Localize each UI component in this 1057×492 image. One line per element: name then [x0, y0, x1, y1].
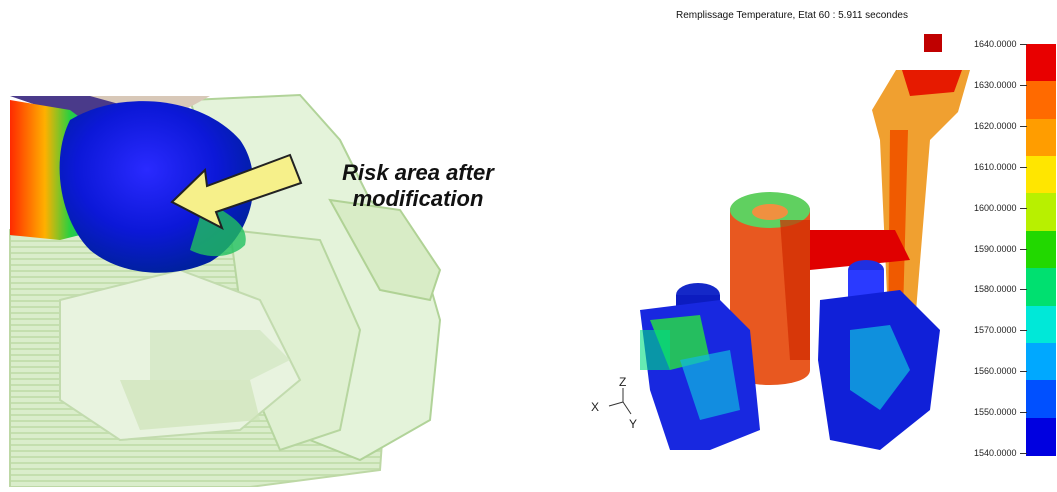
simulation-title: Remplissage Temperature, Etat 60 : 5.911…: [676, 10, 908, 21]
colorbar-segment: [1026, 230, 1056, 270]
colorbar-segment: [1026, 342, 1056, 382]
axis-triad: Z X Y: [591, 375, 637, 430]
risk-line-1: Risk area after: [342, 160, 494, 185]
sprue-cap: [924, 34, 942, 52]
colorbar-segment: [1026, 156, 1056, 195]
colorbar-segment: [1026, 380, 1056, 419]
colorbar-tick-mark: [1020, 330, 1027, 332]
colorbar-tick-label: 1630.0000: [974, 79, 1017, 90]
zoomed-casting-view: Risk area after modification: [9, 93, 518, 488]
zoomed-casting-render: [9, 93, 442, 488]
colorbar-tick-mark: [1020, 166, 1027, 168]
left-bracket-cyan: [680, 350, 740, 420]
colorbar-segment: [1026, 118, 1056, 158]
risk-annotation: Risk area after modification: [318, 160, 518, 212]
colorbar-tick-mark: [1020, 289, 1027, 291]
axis-y-label: Y: [629, 417, 637, 430]
colorbar-segment: [1026, 44, 1056, 83]
risk-line-2: modification: [352, 186, 484, 211]
cylinder-shade: [780, 220, 810, 360]
colorbar-tick-label: 1560.0000: [974, 366, 1017, 377]
colorbar-tick-mark: [1020, 207, 1027, 209]
colorbar-segment: [1026, 305, 1056, 344]
colorbar-tick-label: 1550.0000: [974, 407, 1017, 418]
sprue-top: [902, 70, 962, 96]
colorbar-tick-label: 1600.0000: [974, 202, 1017, 213]
colorbar-tick-label: 1610.0000: [974, 161, 1017, 172]
colorbar-segment: [1026, 268, 1056, 307]
colorbar-tick-mark: [1020, 84, 1027, 86]
left-bracket-edge: [640, 330, 670, 370]
colorbar-tick-label: 1580.0000: [974, 284, 1017, 295]
colorbar-segment: [1026, 193, 1056, 232]
colorbar-tick-mark: [1020, 371, 1027, 373]
arrow-icon: [170, 153, 303, 231]
colorbar-tick-label: 1570.0000: [974, 325, 1017, 336]
simulation-render: [640, 34, 970, 450]
colorbar-tick-label: 1640.0000: [974, 39, 1017, 49]
right-bracket-inner: [850, 325, 910, 410]
colorbar-tick-label: 1590.0000: [974, 243, 1017, 254]
colorbar-tick-mark: [1020, 453, 1027, 454]
axis-x-label: X: [591, 400, 599, 414]
colorbar-tick-mark: [1020, 412, 1027, 414]
colorbar-tick-mark: [1020, 125, 1027, 127]
colorbar-segment: [1026, 81, 1056, 120]
colorbar-tick-mark: [1020, 44, 1027, 45]
temperature-colorbar: [1026, 44, 1056, 456]
axis-z-label: Z: [619, 375, 626, 389]
colorbar-tick-label: 1540.0000: [974, 448, 1017, 458]
colorbar-tick-mark: [1020, 248, 1027, 250]
cylinder-hole: [752, 204, 788, 220]
colorbar-tick-label: 1620.0000: [974, 120, 1017, 131]
colorbar-segment: [1026, 417, 1056, 456]
